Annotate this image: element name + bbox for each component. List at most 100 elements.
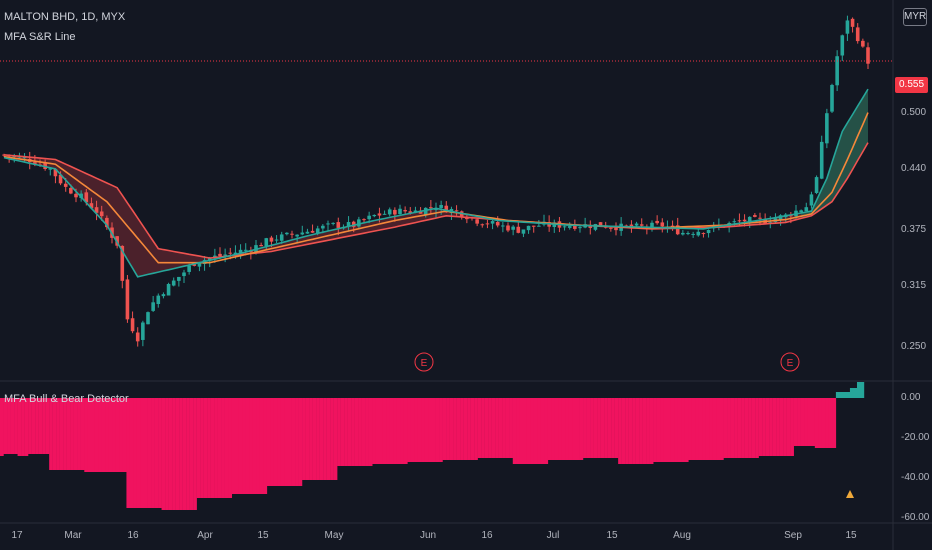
indicator-title[interactable]: MFA S&R Line	[4, 31, 76, 43]
candle-body	[69, 187, 73, 194]
candle-body	[321, 225, 325, 229]
histogram-bar	[340, 398, 345, 466]
histogram-bar	[302, 398, 306, 480]
currency-badge[interactable]: MYR	[903, 8, 927, 26]
candle-body	[125, 279, 130, 320]
histogram-bar	[828, 398, 833, 448]
last-price-badge: 0.555	[895, 77, 928, 93]
candle-body	[398, 208, 402, 215]
histogram-bar	[846, 392, 851, 398]
histogram-bar	[17, 398, 22, 456]
histogram-bar	[98, 398, 103, 472]
histogram-bar	[856, 382, 861, 398]
histogram-bar	[656, 398, 661, 462]
histogram-bar	[853, 388, 858, 398]
histogram-bar	[316, 398, 320, 480]
histogram-bar	[639, 398, 643, 464]
symbol-title[interactable]: MALTON BHD, 1D, MYX	[4, 11, 126, 23]
indicator-panel[interactable]	[0, 382, 865, 510]
candle-body	[377, 213, 382, 216]
histogram-bar	[614, 398, 619, 458]
histogram-bar	[0, 398, 4, 456]
histogram-bar	[66, 398, 71, 470]
histogram-bar	[572, 398, 577, 460]
candle-body	[290, 233, 294, 235]
histogram-bar	[372, 398, 377, 464]
histogram-bar	[179, 398, 183, 510]
histogram-bar	[91, 398, 96, 472]
histogram-bar	[516, 398, 521, 464]
histogram-bar	[488, 398, 492, 458]
histogram-bar	[305, 398, 310, 480]
histogram-bar	[762, 398, 766, 456]
price-axis-tick: 0.375	[901, 223, 927, 235]
candle-body	[531, 225, 536, 227]
candle-body	[465, 218, 469, 220]
candle-body	[315, 228, 320, 234]
price-axis-tick: 0.315	[901, 280, 927, 292]
histogram-bar	[70, 398, 74, 470]
candle-body	[840, 35, 845, 56]
histogram-bar	[779, 398, 784, 456]
histogram-bar	[540, 398, 545, 464]
histogram-bar	[790, 398, 794, 456]
histogram-bar	[670, 398, 675, 462]
histogram-bar	[470, 398, 475, 460]
histogram-bar	[242, 398, 247, 494]
histogram-bar	[144, 398, 148, 508]
histogram-bar	[259, 398, 264, 494]
histogram-bar	[175, 398, 180, 510]
candle-body	[223, 254, 227, 256]
candle-body	[187, 265, 191, 272]
histogram-bar	[590, 398, 594, 458]
candle-body	[207, 257, 212, 261]
candle-body	[516, 226, 521, 233]
histogram-bar	[186, 398, 190, 510]
histogram-bar	[821, 398, 826, 448]
histogram-bar	[126, 398, 131, 508]
candle-body	[146, 312, 150, 325]
histogram-bar	[709, 398, 714, 460]
candle-body	[830, 84, 834, 112]
lower-indicator-title[interactable]: MFA Bull & Bear Detector	[4, 393, 129, 405]
histogram-bar	[449, 398, 454, 460]
histogram-bar	[319, 398, 324, 480]
histogram-bar	[498, 398, 503, 458]
histogram-bar	[811, 398, 816, 446]
candle-body	[480, 224, 485, 226]
histogram-bar	[424, 398, 429, 462]
histogram-bar	[625, 398, 629, 464]
histogram-bar	[31, 398, 36, 454]
histogram-bar	[705, 398, 710, 460]
histogram-bar	[77, 398, 81, 470]
histogram-bar	[772, 398, 777, 456]
histogram-bar	[270, 398, 275, 486]
candle-body	[809, 194, 814, 206]
candle-body	[382, 213, 387, 215]
histogram-bar	[537, 398, 542, 464]
histogram-bar	[56, 398, 60, 470]
candle-body	[264, 238, 269, 247]
histogram-bar	[758, 398, 763, 456]
histogram-bar	[84, 398, 89, 472]
histogram-bar	[839, 392, 844, 398]
histogram-bar	[776, 398, 780, 456]
histogram-bar	[663, 398, 668, 462]
histogram-bar	[586, 398, 591, 458]
histogram-bar	[382, 398, 387, 464]
histogram-bar	[474, 398, 478, 460]
histogram-bar	[807, 398, 812, 446]
histogram-bar	[400, 398, 405, 464]
histogram-bar	[600, 398, 605, 458]
candle-body	[53, 169, 58, 177]
histogram-bar	[249, 398, 254, 494]
histogram-bar	[509, 398, 513, 458]
candle-body	[336, 222, 341, 228]
histogram-bar	[786, 398, 791, 456]
histogram-bar	[456, 398, 461, 460]
histogram-bar	[136, 398, 141, 508]
histogram-bar	[797, 398, 801, 446]
candle-body	[423, 207, 428, 216]
